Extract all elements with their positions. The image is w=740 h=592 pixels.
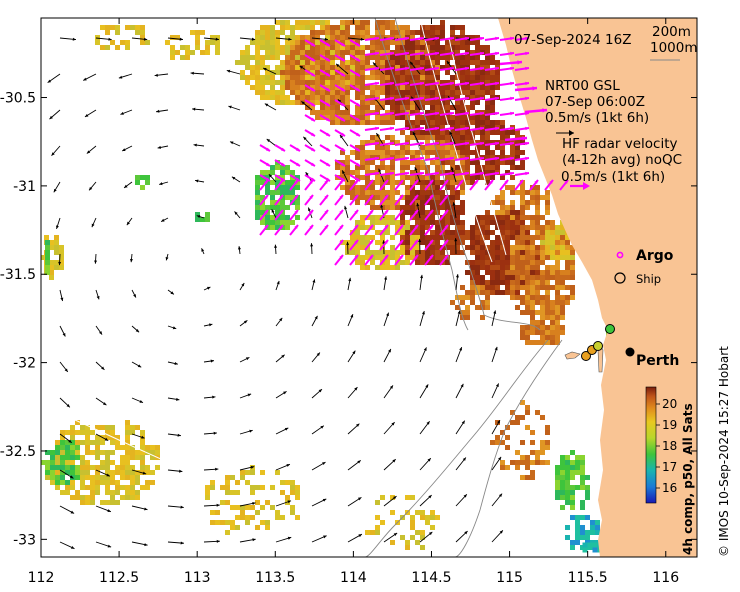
x-tick-label: 112.5 xyxy=(99,570,139,586)
argo-label: Argo xyxy=(636,248,674,264)
y-tick-label: -32.5 xyxy=(0,444,36,460)
isobath-1000m-label: 1000m xyxy=(650,40,698,56)
colorbar-title: 4h comp, p50, All Sats xyxy=(681,403,695,555)
gsl-title: NRT00 GSL xyxy=(545,78,620,94)
x-tick-label: 116 xyxy=(652,570,679,586)
y-tick-label: -31 xyxy=(13,179,36,195)
isobath-lines xyxy=(74,18,563,557)
colorbar xyxy=(645,386,657,504)
gsl-time: 07-Sep 06:00Z xyxy=(545,94,645,110)
ship-label: Ship xyxy=(636,272,661,286)
y-axis: -30.5 -31 -31.5 -32 -32.5 -33 xyxy=(0,91,697,548)
hf-title: HF radar velocity xyxy=(562,136,677,152)
x-tick-label: 114 xyxy=(340,570,367,586)
colorbar-ticks: 20 19 18 17 16 xyxy=(656,397,677,495)
colorbar-tick-label: 20 xyxy=(662,397,677,411)
colorbar-tick-label: 18 xyxy=(662,439,677,453)
colorbar-tick-label: 19 xyxy=(662,418,677,432)
isobath-white-1 xyxy=(419,18,493,263)
argo-marker-icon xyxy=(616,251,624,259)
y-tick-label: -33 xyxy=(13,532,36,548)
isobath-white-2 xyxy=(444,18,507,256)
hf-scale-arrow xyxy=(570,182,590,190)
hf-radar-vectors xyxy=(259,36,569,266)
colorbar-tick-label: 16 xyxy=(662,481,677,495)
perth-marker-icon xyxy=(625,347,635,357)
rottnest-island xyxy=(564,351,581,360)
ship-marker-icon xyxy=(614,272,626,284)
x-tick-label: 113.5 xyxy=(255,570,295,586)
colorbar-tick-label: 17 xyxy=(662,460,677,474)
x-tick-label: 115 xyxy=(496,570,523,586)
x-tick-label: 115.5 xyxy=(568,570,608,586)
timestamp-label: 07-Sep-2024 16Z xyxy=(514,32,631,48)
x-tick-label: 112 xyxy=(28,570,55,586)
sst-layer xyxy=(41,20,621,553)
hf-subtitle: (4-12h avg) noQC xyxy=(562,152,682,168)
gsl-scale-arrow xyxy=(556,130,574,136)
y-tick-label: -32 xyxy=(13,356,36,372)
hf-scale: 0.5m/s (1kt 6h) xyxy=(561,169,665,185)
x-tick-label: 113 xyxy=(184,570,211,586)
x-tick-label: 114.5 xyxy=(411,570,451,586)
credit-text: © IMOS 10-Sep-2024 15:27 Hobart xyxy=(717,346,731,557)
plot-frame xyxy=(40,17,698,558)
x-axis: 112 112.5 113 113.5 114 114.5 115 115.5 116 xyxy=(28,18,679,586)
perth-label: Perth xyxy=(636,353,679,369)
isobath-shelf-south-2 xyxy=(364,339,549,557)
isobath-white-3 xyxy=(74,419,201,476)
y-tick-label: -31.5 xyxy=(0,267,36,283)
isobath-200m-label: 200m xyxy=(652,24,691,40)
ship-track xyxy=(581,324,615,361)
gsl-scale: 0.5m/s (1kt 6h) xyxy=(545,110,649,126)
y-tick-label: -30.5 xyxy=(0,91,36,107)
isobath-shelf-south xyxy=(454,339,563,557)
